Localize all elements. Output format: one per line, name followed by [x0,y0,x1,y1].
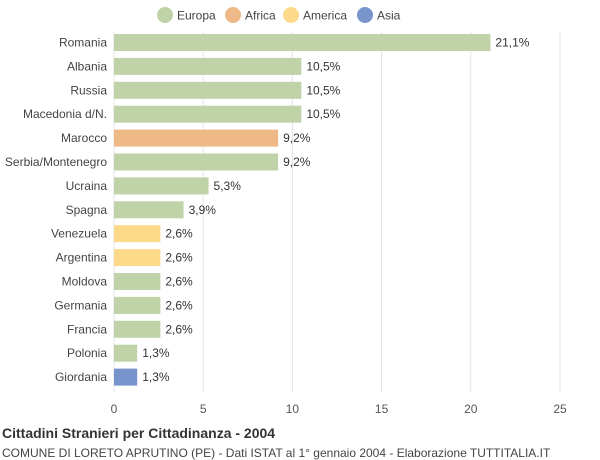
category-label: Polonia [67,346,107,360]
chart-title: Cittadini Stranieri per Cittadinanza - 2… [2,425,276,441]
category-label: Marocco [61,131,107,145]
category-label: Giordania [55,370,107,384]
bar [114,320,161,338]
x-tick-label: 20 [464,402,478,416]
category-label: Argentina [56,251,108,265]
value-label: 3,9% [189,203,217,217]
category-label: Serbia/Montenegro [5,155,107,169]
value-label: 10,5% [306,107,340,121]
x-tick-label: 5 [200,402,207,416]
bar [114,296,161,314]
bar [114,249,161,267]
category-label: Macedonia d/N. [23,107,107,121]
value-label: 10,5% [306,59,340,73]
category-label: Moldova [62,275,108,289]
bar [114,153,279,171]
value-label: 21,1% [495,36,529,50]
value-label: 9,2% [283,131,311,145]
bar [114,34,491,51]
legend-label: Europa [177,9,216,23]
bar [114,368,138,386]
category-label: Spagna [66,203,108,217]
x-tick-label: 25 [553,402,567,416]
x-tick-label: 0 [111,402,118,416]
legend-marker [157,7,173,23]
bar [114,344,138,362]
x-tick-label: 10 [286,402,300,416]
bar [114,81,302,99]
value-label: 1,3% [142,370,170,384]
bar [114,225,161,243]
value-label: 2,6% [165,322,193,336]
value-label: 1,3% [142,346,170,360]
legend-label: Asia [377,9,401,23]
category-label: Francia [67,322,107,336]
value-label: 10,5% [306,83,340,97]
value-label: 9,2% [283,155,311,169]
category-label: Romania [59,36,107,50]
bar [114,129,279,147]
bar [114,201,184,219]
legend-label: Africa [245,9,276,23]
x-tick-label: 15 [375,402,389,416]
legend-marker [283,7,299,23]
category-label: Germania [54,298,107,312]
value-label: 5,3% [214,179,242,193]
category-label: Venezuela [51,227,107,241]
value-label: 2,6% [165,251,193,265]
legend-marker [225,7,241,23]
category-label: Russia [70,83,107,97]
category-label: Albania [67,59,107,73]
category-label: Ucraina [66,179,108,193]
legend-label: America [303,9,347,23]
legend-marker [357,7,373,23]
value-label: 2,6% [165,298,193,312]
value-label: 2,6% [165,227,193,241]
value-label: 2,6% [165,275,193,289]
bar [114,177,209,195]
bar [114,57,302,75]
bar [114,273,161,290]
bar [114,105,302,123]
chart-subtitle: COMUNE DI LORETO APRUTINO (PE) - Dati IS… [2,446,551,460]
